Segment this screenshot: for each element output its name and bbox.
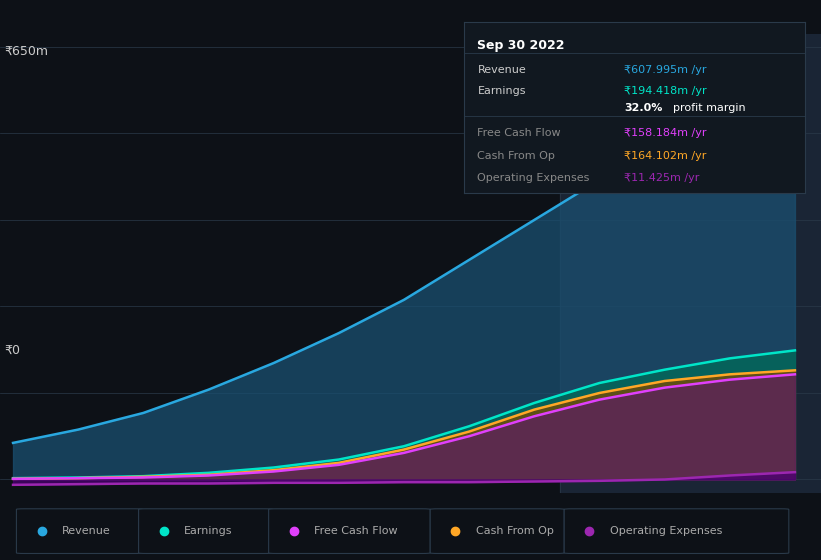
FancyBboxPatch shape [268,509,430,553]
Text: Revenue: Revenue [478,65,526,75]
Text: Cash From Op: Cash From Op [476,526,554,535]
Text: Free Cash Flow: Free Cash Flow [314,526,398,535]
Text: Cash From Op: Cash From Op [478,151,555,161]
Text: Earnings: Earnings [184,526,233,535]
Text: ₹0: ₹0 [4,344,20,357]
Text: ₹11.425m /yr: ₹11.425m /yr [624,173,699,183]
FancyBboxPatch shape [430,509,564,553]
Text: Sep 30 2022: Sep 30 2022 [478,39,565,53]
Text: ₹158.184m /yr: ₹158.184m /yr [624,128,707,138]
Text: Operating Expenses: Operating Expenses [478,173,589,183]
Text: Earnings: Earnings [478,86,526,96]
FancyBboxPatch shape [16,509,143,553]
Text: ₹650m: ₹650m [4,45,48,58]
Text: 32.0%: 32.0% [624,103,663,113]
Text: Operating Expenses: Operating Expenses [610,526,722,535]
FancyBboxPatch shape [564,509,789,553]
Text: Free Cash Flow: Free Cash Flow [478,128,561,138]
Text: profit margin: profit margin [673,103,746,113]
Text: ₹164.102m /yr: ₹164.102m /yr [624,151,706,161]
FancyBboxPatch shape [139,509,273,553]
Text: ₹194.418m /yr: ₹194.418m /yr [624,86,707,96]
Text: Revenue: Revenue [62,526,111,535]
Text: ₹607.995m /yr: ₹607.995m /yr [624,65,707,75]
Bar [561,34,821,493]
